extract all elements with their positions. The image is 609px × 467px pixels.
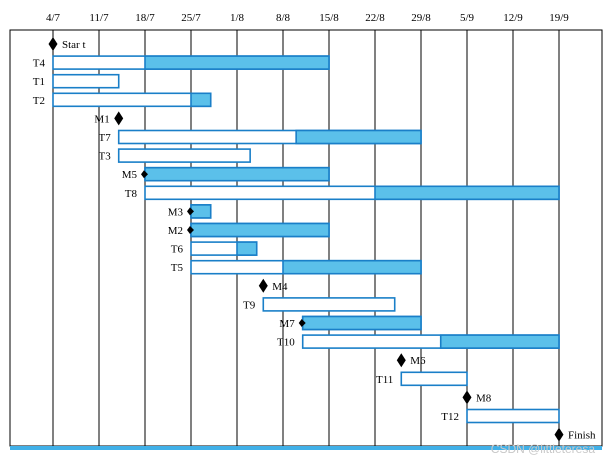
task-t8-filled-part <box>374 185 560 201</box>
date-tick-label: 19/9 <box>549 12 569 24</box>
task-t12-label: T12 <box>441 411 459 423</box>
date-tick-label: 8/8 <box>276 12 291 24</box>
task-t1-label: T1 <box>33 76 45 88</box>
task-t2-label: T2 <box>33 95 45 107</box>
task-t11-label: T11 <box>376 374 393 386</box>
task-t5-filled-part <box>282 259 422 275</box>
task-m5-label: M5 <box>122 169 138 181</box>
milestone-m6-label: M6 <box>410 355 426 367</box>
task-m7-label: M7 <box>279 318 295 330</box>
task-t4-filled-part <box>144 55 330 70</box>
milestone-m8-label: M8 <box>476 392 492 404</box>
milestone-finish-label: Finish <box>568 430 596 442</box>
frame-bottom-border <box>10 446 602 450</box>
date-tick-label: 18/7 <box>135 12 155 24</box>
task-t8-label: T8 <box>125 188 138 200</box>
milestone-m1-icon <box>114 111 124 126</box>
task-t3-label: T3 <box>98 151 111 163</box>
task-t2-filled-part <box>190 92 212 108</box>
date-tick-label: 29/8 <box>411 12 431 24</box>
task-t1-bar <box>52 73 120 89</box>
start-marker-m3-icon <box>187 207 194 216</box>
task-t11-bar <box>400 371 468 387</box>
task-t6-label: T6 <box>171 244 184 256</box>
task-m3-label: M3 <box>168 206 184 218</box>
task-t2-bar <box>52 92 212 108</box>
milestone-m8-icon <box>462 390 472 405</box>
task-t12-bar <box>466 408 560 424</box>
start-marker-m7-icon <box>298 319 306 327</box>
task-t4-label: T4 <box>33 58 46 70</box>
start-marker-m2-icon <box>187 226 194 234</box>
task-t10-filled-part <box>439 334 560 349</box>
start-marker-m5-icon <box>141 170 148 179</box>
milestone-m6-icon <box>396 353 406 368</box>
task-t6-filled-part <box>236 241 258 256</box>
task-t3-bar <box>117 148 251 163</box>
milestone-start-label: Star t <box>62 39 86 51</box>
task-t7-filled-part <box>295 129 422 145</box>
milestone-start-icon <box>48 37 58 51</box>
milestone-m4-label: M4 <box>272 281 288 293</box>
task-t7-label: T7 <box>98 132 111 144</box>
task-m2-filled-part <box>190 222 330 238</box>
milestone-m4-icon <box>258 278 268 293</box>
task-t9-label: T9 <box>243 299 256 311</box>
date-tick-label: 5/9 <box>460 12 475 24</box>
date-tick-label: 12/9 <box>503 12 523 24</box>
date-tick-label: 1/8 <box>230 12 245 24</box>
milestone-finish-icon <box>554 427 564 442</box>
date-tick-label: 4/7 <box>46 12 61 24</box>
task-t10-label: T10 <box>277 337 295 349</box>
date-tick-label: 15/8 <box>319 12 339 24</box>
watermark: CSDN @littleteresa <box>490 442 595 456</box>
date-tick-label: 25/7 <box>181 12 201 24</box>
date-tick-label: 11/7 <box>89 12 109 24</box>
task-m2-label: M2 <box>168 225 183 237</box>
task-t5-label: T5 <box>171 262 184 274</box>
date-tick-label: 22/8 <box>365 12 385 24</box>
task-m7-filled-part <box>301 315 422 331</box>
task-t9-bar <box>262 297 396 312</box>
task-m5-filled-part <box>144 166 330 182</box>
milestone-m1-label: M1 <box>94 113 109 125</box>
